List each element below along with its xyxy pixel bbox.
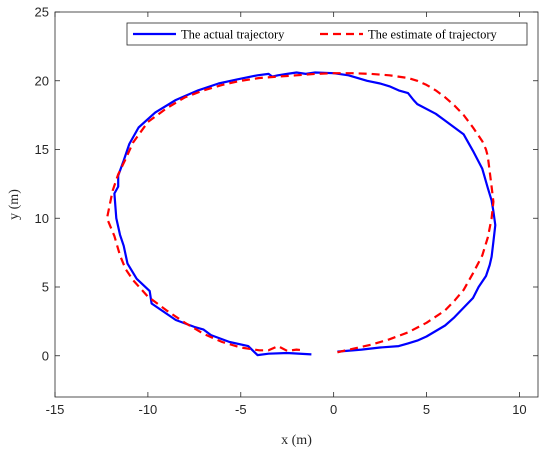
- x-tick-label: -5: [235, 402, 247, 417]
- x-tick-label: 5: [423, 402, 430, 417]
- series-layer: [105, 71, 497, 357]
- plot-area: [54, 11, 539, 398]
- y-tick-label: 0: [42, 348, 49, 363]
- y-tick-label: 25: [35, 5, 49, 20]
- y-tick-label: 15: [35, 142, 49, 157]
- legend-label-estimate: The estimate of trajectory: [368, 28, 498, 42]
- estimate-trajectory-line: [105, 72, 495, 354]
- y-tick-label: 5: [42, 280, 49, 295]
- x-tick-label: 10: [512, 402, 526, 417]
- y-tick-label: 20: [35, 73, 49, 88]
- legend-label-actual: The actual trajectory: [181, 28, 285, 42]
- y-axis-label: y (m): [7, 189, 22, 220]
- legend: The actual trajectory The estimate of tr…: [126, 22, 528, 46]
- x-axis-label: x (m): [281, 433, 312, 448]
- x-tick-label: -15: [46, 402, 65, 417]
- x-tick-label: 0: [330, 402, 337, 417]
- tick-layer: -15 -10 -5 0 5 10 0 5 10 15 20 25: [35, 5, 538, 417]
- y-tick-label: 10: [35, 211, 49, 226]
- x-tick-label: -10: [138, 402, 157, 417]
